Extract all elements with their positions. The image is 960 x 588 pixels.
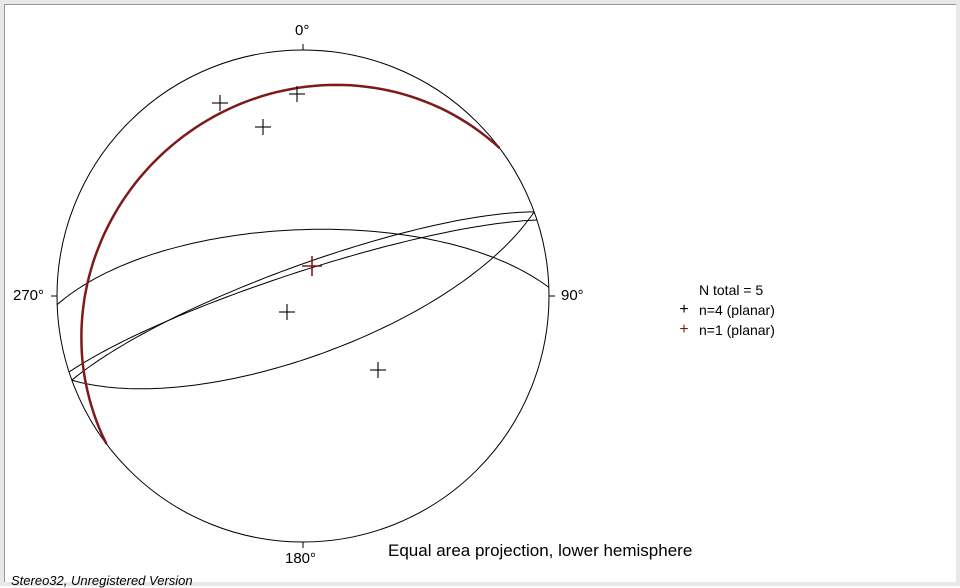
app-window: 0° 90° 180° 270° N total = 5 + n=4 (plan… <box>0 0 960 586</box>
stereonet-svg <box>5 5 957 583</box>
plus-icon: + <box>675 322 693 338</box>
plot-panel: 0° 90° 180° 270° N total = 5 + n=4 (plan… <box>4 4 956 582</box>
axis-label-west: 270° <box>13 287 44 304</box>
legend-item-label: n=1 (planar) <box>699 322 775 338</box>
plus-icon: + <box>675 302 693 318</box>
axis-label-north: 0° <box>295 22 309 39</box>
legend-item: + n=4 (planar) <box>675 300 775 320</box>
projection-caption: Equal area projection, lower hemisphere <box>388 541 692 561</box>
legend-item: + n=1 (planar) <box>675 320 775 340</box>
axis-label-south: 180° <box>285 550 316 567</box>
legend-total-text: N total = 5 <box>699 282 763 298</box>
axis-label-east: 90° <box>561 287 584 304</box>
legend: N total = 5 + n=4 (planar) + n=1 (planar… <box>675 280 775 340</box>
legend-total: N total = 5 <box>675 280 775 300</box>
legend-item-label: n=4 (planar) <box>699 302 775 318</box>
